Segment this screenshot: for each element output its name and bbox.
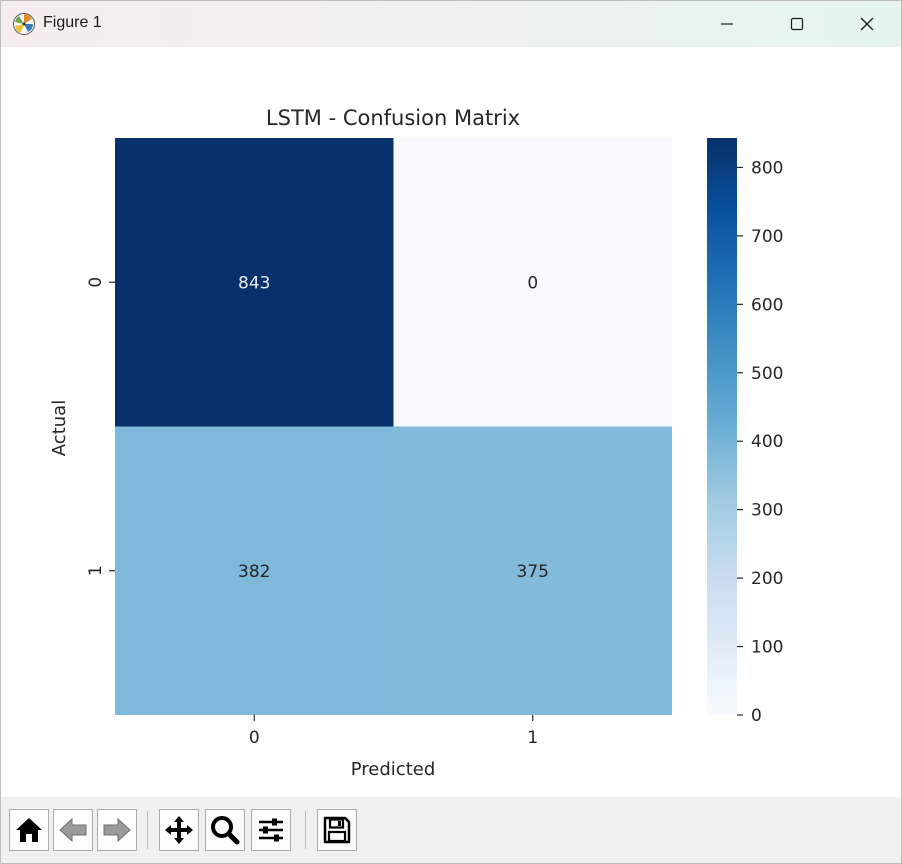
chart-title: LSTM - Confusion Matrix: [266, 106, 520, 130]
maximize-icon: [790, 17, 804, 31]
y-tick-label: 0: [86, 277, 106, 288]
cell-value-label: 0: [527, 273, 538, 293]
colorbar-tick-label: 600: [751, 295, 783, 315]
minimize-button[interactable]: [692, 1, 762, 47]
cell-annotations: 843 0 382 375: [238, 273, 549, 582]
colorbar-tick-label: 200: [751, 569, 783, 589]
y-axis-label: Actual: [49, 400, 70, 456]
heatmap-cell: [393, 138, 672, 427]
colorbar-tick-label: 100: [751, 638, 783, 658]
forward-button[interactable]: [97, 809, 137, 851]
configure-subplots-icon: [259, 818, 283, 842]
save-button[interactable]: [317, 809, 357, 851]
save-icon: [323, 816, 351, 844]
y-tick-label: 1: [86, 565, 106, 576]
pan-icon: [165, 816, 193, 844]
colorbar-tick-label: 700: [751, 227, 783, 247]
x-axis-label: Predicted: [351, 759, 436, 780]
zoom-button[interactable]: [205, 809, 245, 851]
pan-button[interactable]: [159, 809, 199, 851]
configure-subplots-button[interactable]: [251, 809, 291, 851]
close-icon: [860, 17, 874, 31]
toolbar-separator: [147, 811, 148, 849]
matplotlib-icon: [12, 12, 36, 36]
colorbar: [707, 138, 737, 715]
window-title: Figure 1: [43, 14, 102, 31]
back-button[interactable]: [53, 809, 93, 851]
x-tick-label: 0: [249, 728, 260, 748]
close-button[interactable]: [832, 1, 901, 47]
heatmap-cells: [115, 138, 672, 715]
colorbar-tick-label: 800: [751, 158, 783, 178]
colorbar-tick-label: 400: [751, 432, 783, 452]
y-axis: 01: [86, 277, 115, 576]
maximize-button[interactable]: [762, 1, 832, 47]
heatmap-cell: [115, 426, 394, 715]
colorbar-tick-label: 0: [751, 706, 762, 726]
colorbar-tick-label: 500: [751, 364, 783, 384]
heatmap-cell: [115, 138, 394, 427]
toolbar-separator: [305, 811, 306, 849]
cell-value-label: 382: [238, 562, 270, 582]
navigation-toolbar: [1, 797, 901, 863]
cell-value-label: 375: [517, 562, 549, 582]
home-button[interactable]: [9, 809, 49, 851]
heatmap-cell: [393, 426, 672, 715]
x-tick-label: 1: [527, 728, 538, 748]
home-icon: [16, 818, 42, 842]
colorbar-axis: 0 100 200 300 400 500 600 700 800: [737, 158, 783, 726]
title-bar: Figure 1: [1, 1, 901, 47]
cell-value-label: 843: [238, 273, 270, 293]
zoom-icon: [211, 816, 240, 845]
minimize-icon: [721, 23, 733, 25]
colorbar-tick-label: 300: [751, 501, 783, 521]
back-arrow-icon: [59, 817, 87, 843]
forward-arrow-icon: [103, 817, 131, 843]
